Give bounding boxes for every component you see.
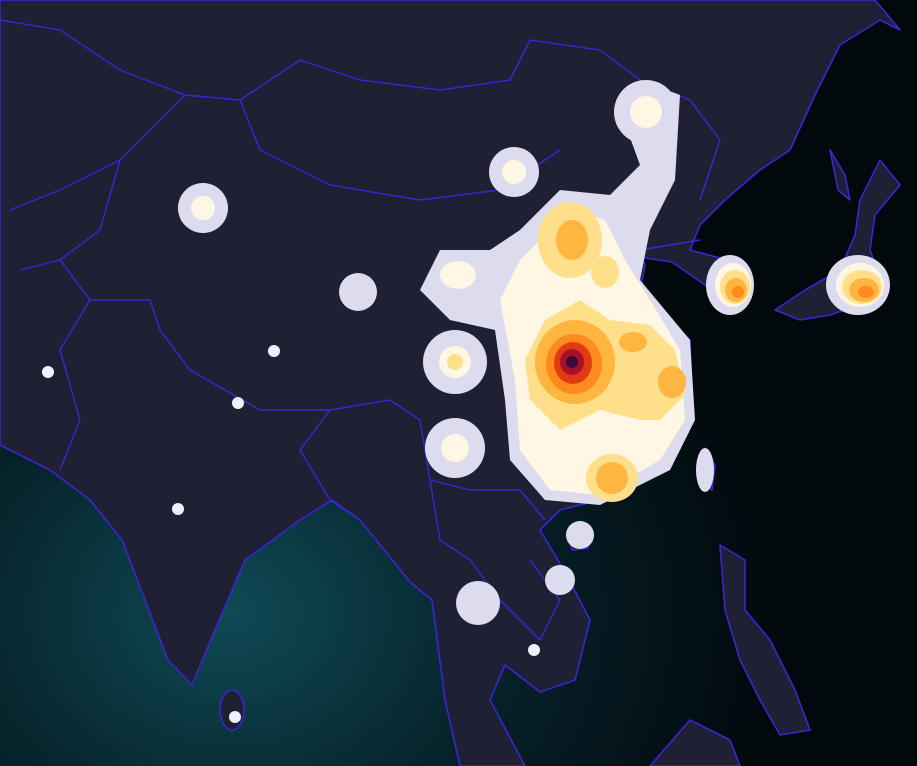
border: [19, 159, 121, 271]
contour: [232, 397, 244, 409]
contour: [440, 261, 476, 289]
contour: [229, 711, 241, 723]
contour: [456, 581, 500, 625]
contour: [42, 366, 54, 378]
density-peak: [566, 356, 578, 368]
contour: [268, 345, 280, 357]
philippines: [719, 544, 811, 736]
borneo: [649, 719, 741, 766]
density-dots: [42, 345, 540, 723]
contour: [502, 160, 526, 184]
contour: [566, 521, 594, 549]
border: [429, 479, 561, 642]
contour: [619, 332, 647, 352]
contour: [339, 273, 377, 311]
contour: [556, 220, 588, 260]
sri-lanka: [219, 689, 245, 731]
contour: [591, 256, 619, 288]
sakhalin: [829, 149, 851, 201]
heatmap: [42, 80, 890, 723]
contour: [596, 462, 628, 494]
contour: [545, 565, 575, 595]
contour: [630, 96, 662, 128]
contour: [696, 448, 714, 492]
border: [59, 299, 91, 471]
contour: [658, 366, 686, 398]
contour: [172, 503, 184, 515]
border: [299, 409, 361, 521]
contour: [441, 434, 469, 462]
contour: [191, 196, 215, 220]
border: [639, 239, 701, 251]
contour: [858, 286, 874, 298]
contour: [732, 286, 744, 298]
contour: [528, 644, 540, 656]
contour: [447, 354, 463, 370]
